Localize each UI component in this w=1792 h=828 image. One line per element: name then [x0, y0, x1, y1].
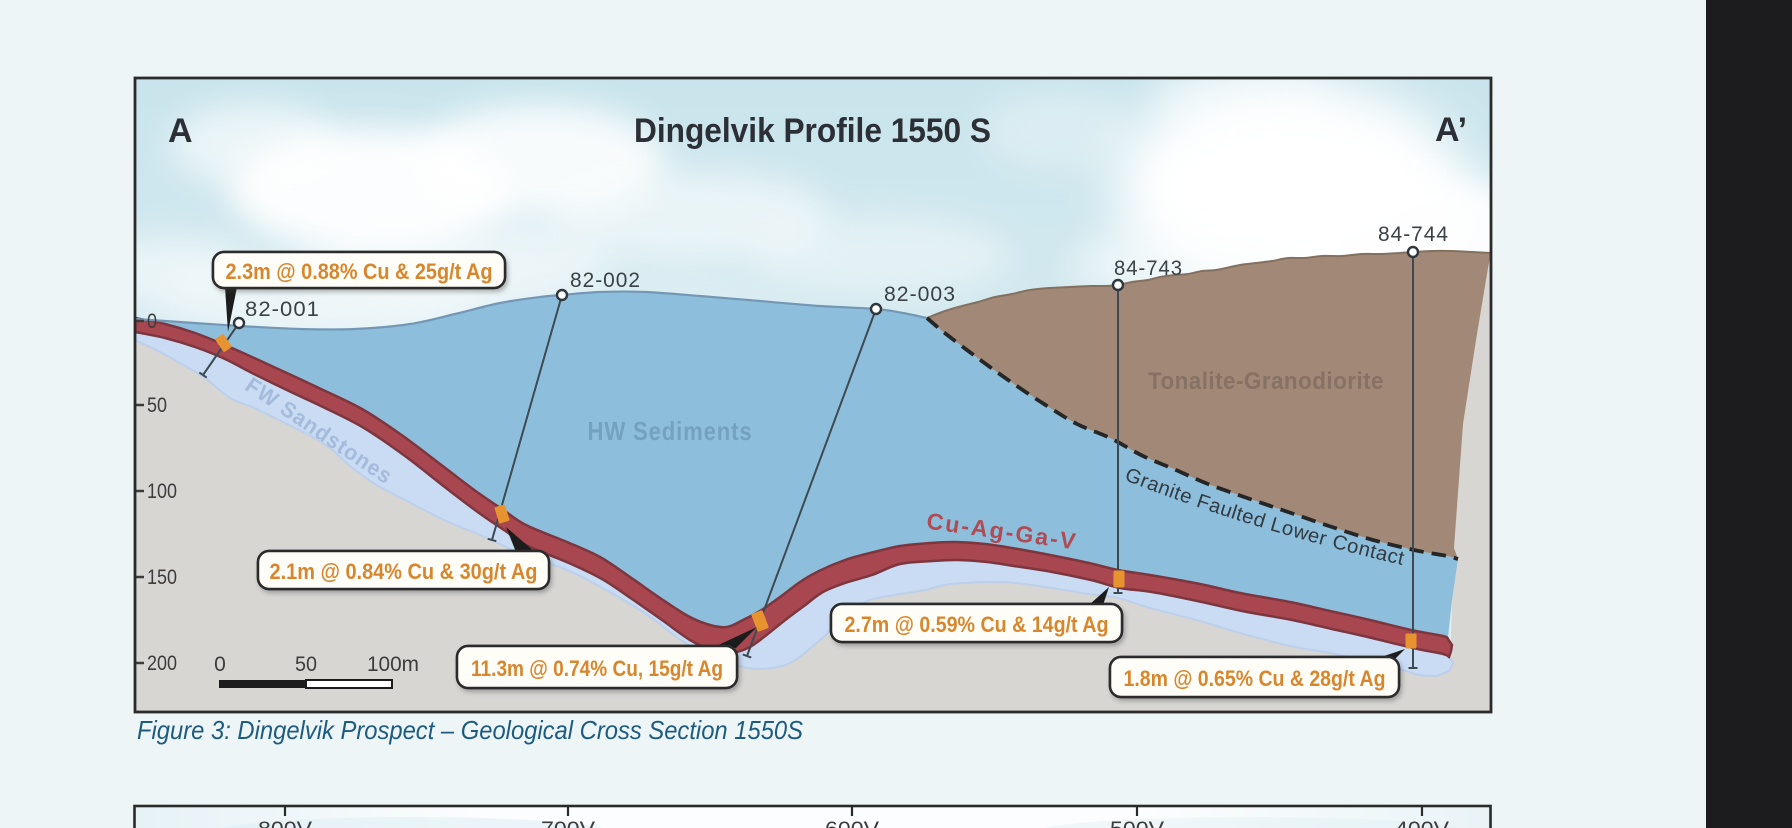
- svg-text:82-001: 82-001: [245, 298, 320, 321]
- svg-text:100: 100: [147, 480, 177, 503]
- svg-text:0: 0: [214, 653, 226, 676]
- svg-text:800V: 800V: [258, 818, 312, 828]
- svg-text:84-743: 84-743: [1114, 257, 1183, 280]
- svg-text:2.7m @ 0.59% Cu & 14g/t Ag: 2.7m @ 0.59% Cu & 14g/t Ag: [845, 612, 1109, 637]
- svg-text:84-744: 84-744: [1378, 223, 1449, 246]
- svg-text:82-002: 82-002: [570, 269, 641, 292]
- svg-text:500V: 500V: [1110, 818, 1164, 828]
- svg-text:A’: A’: [1435, 111, 1467, 149]
- svg-text:50: 50: [147, 394, 167, 417]
- svg-text:Figure 3: Dingelvik Prospect –: Figure 3: Dingelvik Prospect – Geologica…: [137, 715, 804, 745]
- svg-text:Tonalite-Granodiorite: Tonalite-Granodiorite: [1148, 368, 1384, 395]
- svg-text:100m: 100m: [367, 653, 419, 676]
- svg-text:2.3m @ 0.88% Cu & 25g/t Ag: 2.3m @ 0.88% Cu & 25g/t Ag: [226, 259, 493, 284]
- svg-text:11.3m @ 0.74% Cu, 15g/t Ag: 11.3m @ 0.74% Cu, 15g/t Ag: [471, 656, 723, 681]
- svg-text:0: 0: [147, 310, 157, 333]
- svg-text:2.1m @ 0.84% Cu & 30g/t Ag: 2.1m @ 0.84% Cu & 30g/t Ag: [270, 559, 538, 584]
- svg-text:1.8m @ 0.65% Cu & 28g/t Ag: 1.8m @ 0.65% Cu & 28g/t Ag: [1124, 666, 1386, 691]
- svg-text:200: 200: [147, 652, 177, 675]
- svg-text:A: A: [168, 112, 193, 150]
- svg-text:50: 50: [295, 653, 317, 676]
- svg-text:Dingelvik Profile 1550 S: Dingelvik Profile 1550 S: [634, 112, 991, 150]
- svg-text:700V: 700V: [541, 818, 595, 828]
- svg-text:150: 150: [147, 566, 177, 589]
- svg-text:HW Sediments: HW Sediments: [588, 416, 753, 446]
- svg-text:400V: 400V: [1395, 818, 1449, 828]
- svg-text:600V: 600V: [825, 818, 879, 828]
- svg-text:82-003: 82-003: [884, 283, 956, 306]
